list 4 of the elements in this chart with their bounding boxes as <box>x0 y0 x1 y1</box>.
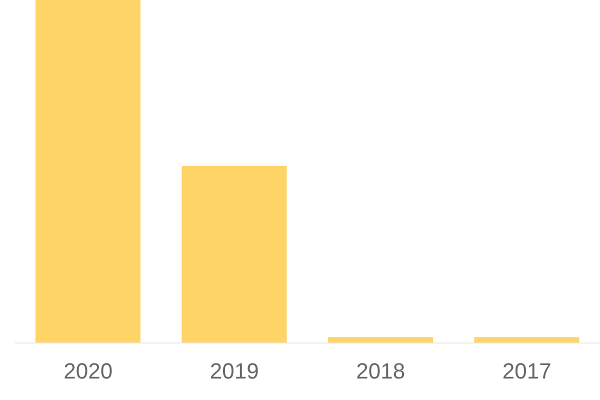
x-tick-label: 2018 <box>356 358 406 384</box>
x-tick-label: 2020 <box>64 358 113 384</box>
x-tick-label: 2017 <box>502 358 552 384</box>
x-tick-label: 2019 <box>210 358 259 384</box>
